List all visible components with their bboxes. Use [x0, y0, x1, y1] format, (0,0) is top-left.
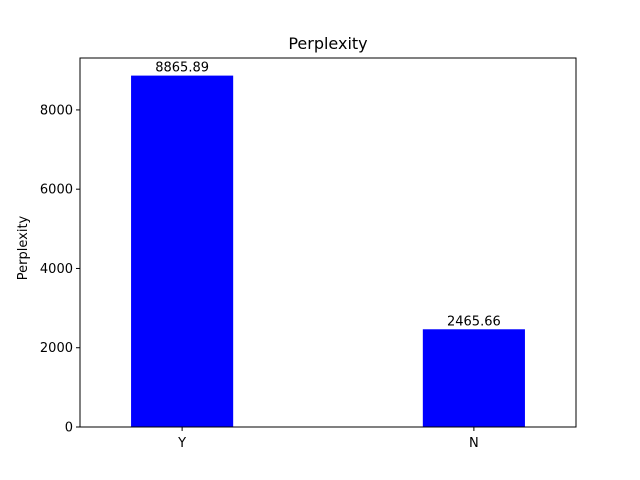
bars-layer: 8865.89 2465.66 [131, 61, 525, 428]
y-tick-label-2000: 2000 [40, 341, 73, 356]
y-tick-label-4000: 4000 [40, 262, 73, 277]
chart-title: Perplexity [288, 34, 367, 53]
bar-y [131, 75, 234, 428]
x-tick-label-y: Y [177, 436, 186, 451]
x-tick-label-n: N [469, 436, 479, 451]
y-tick-label-0: 0 [65, 421, 73, 436]
data-label-y: 8865.89 [155, 61, 209, 76]
y-axis-label: Perplexity [16, 215, 31, 280]
ticks-layer: Y N 0 2000 4000 6000 8000 [40, 103, 479, 451]
data-label-n: 2465.66 [447, 314, 501, 329]
y-tick-label-6000: 6000 [40, 183, 73, 198]
plot-frame [79, 57, 577, 428]
bar-n [422, 329, 525, 427]
y-tick-label-8000: 8000 [40, 103, 73, 118]
